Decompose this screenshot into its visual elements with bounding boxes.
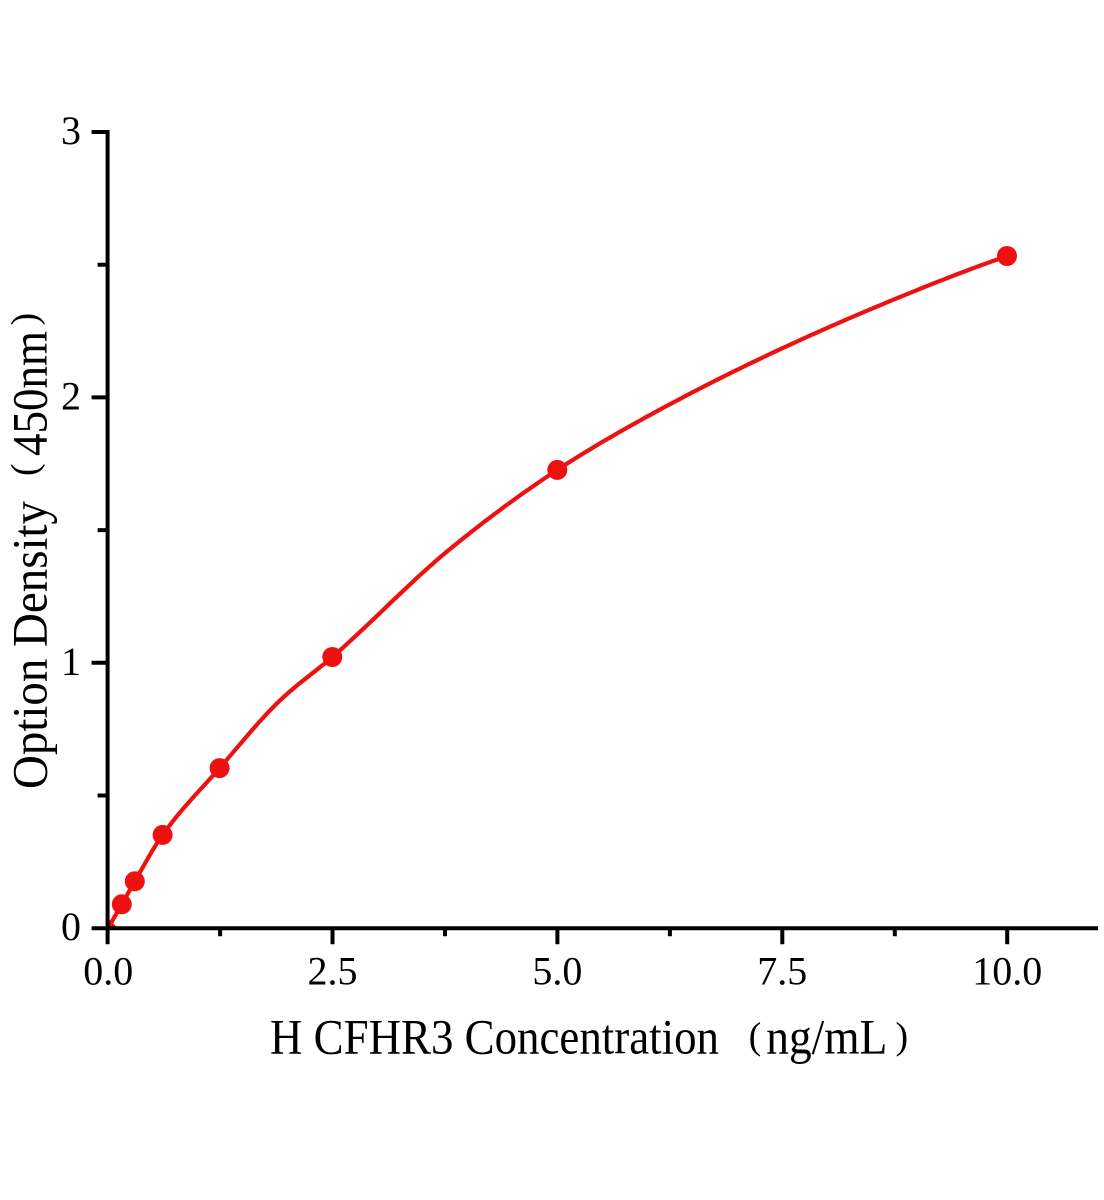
svg-text:0.0: 0.0 [83, 949, 133, 994]
svg-text:Option Density: Option Density [2, 501, 58, 789]
svg-text:2: 2 [61, 373, 81, 418]
svg-text:0: 0 [61, 904, 81, 949]
svg-text:450nm: 450nm [2, 331, 58, 456]
svg-text:ng/mL: ng/mL [766, 1009, 887, 1065]
svg-text:7.5: 7.5 [757, 949, 807, 994]
svg-text:): ) [4, 313, 46, 326]
svg-text:H CFHR3 Concentration: H CFHR3 Concentration [270, 1009, 719, 1065]
svg-text:(: ( [4, 463, 46, 476]
svg-text:1: 1 [61, 639, 81, 684]
svg-text:5.0: 5.0 [532, 949, 582, 994]
svg-text:10.0: 10.0 [972, 949, 1042, 994]
svg-text:(: ( [749, 1016, 762, 1058]
svg-text:): ) [896, 1016, 909, 1058]
svg-text:2.5: 2.5 [308, 949, 358, 994]
svg-text:3: 3 [61, 108, 81, 153]
